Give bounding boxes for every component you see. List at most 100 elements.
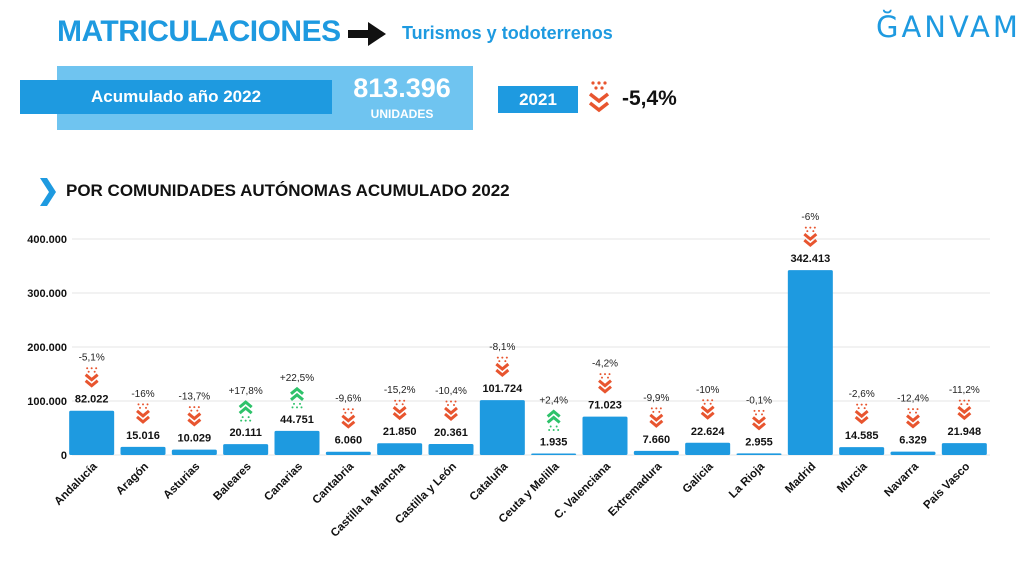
y-tick-label: 400.000 xyxy=(27,234,67,246)
trend-down-icon xyxy=(752,409,766,431)
trend-down-icon xyxy=(854,403,869,425)
value-label: 6.060 xyxy=(335,435,363,447)
value-label: 82.022 xyxy=(75,394,109,406)
change-label: -6% xyxy=(801,212,819,223)
trend-up-icon xyxy=(238,400,253,422)
value-label: 44.751 xyxy=(280,414,314,426)
trend-down-icon xyxy=(906,408,920,429)
change-label: +2,4% xyxy=(539,396,568,407)
page-title: MATRICULACIONES xyxy=(57,15,341,48)
change-label: -8,1% xyxy=(489,342,515,353)
change-label: -2,6% xyxy=(849,389,875,400)
value-label: 71.023 xyxy=(588,400,622,412)
page-subtitle: Turismos y todoterrenos xyxy=(402,23,613,43)
bar xyxy=(171,449,217,455)
x-tick-label: Galicia xyxy=(681,460,717,496)
ganvam-logo: ĞANVAM xyxy=(876,10,1021,44)
bar xyxy=(736,453,782,455)
value-label: 21.948 xyxy=(948,426,982,438)
change-label: -16% xyxy=(131,389,154,400)
trend-down-icon xyxy=(84,367,99,388)
trend-down-icon xyxy=(649,407,664,428)
value-label: 15.016 xyxy=(126,430,160,442)
x-tick-label: Navarra xyxy=(882,460,921,499)
bar xyxy=(531,453,577,455)
x-tick-label: Murcia xyxy=(835,460,870,495)
change-label: -12,4% xyxy=(897,394,929,405)
trend-down-icon xyxy=(803,226,818,248)
bar xyxy=(69,410,115,455)
trend-down-icon xyxy=(700,399,715,420)
bar xyxy=(479,400,525,455)
chart-title: POR COMUNIDADES AUTÓNOMAS ACUMULADO 2022 xyxy=(66,181,510,200)
trend-down-icon xyxy=(444,400,458,421)
y-tick-label: 0 xyxy=(61,450,67,462)
x-tick-label: Extremadura xyxy=(606,460,665,519)
change-label: -11,2% xyxy=(949,385,980,396)
x-tick-label: Baleares xyxy=(211,461,253,503)
bar xyxy=(787,270,833,455)
x-tick-label: Canarias xyxy=(262,461,305,504)
trend-down-icon xyxy=(341,408,356,429)
change-label: -15,2% xyxy=(384,385,416,396)
value-label: 342.413 xyxy=(790,253,830,265)
y-tick-label: 200.000 xyxy=(27,342,67,354)
arrow-right-icon xyxy=(348,22,386,46)
value-label: 101.724 xyxy=(482,383,523,395)
total-unit: UNIDADES xyxy=(370,107,434,121)
trend-down-icon xyxy=(136,403,150,424)
value-label: 2.955 xyxy=(745,436,773,448)
bar xyxy=(633,450,679,455)
bar xyxy=(428,444,474,455)
bar xyxy=(377,443,423,455)
trend-down-icon xyxy=(187,406,202,427)
value-label: 10.029 xyxy=(178,433,212,445)
change-label: +17,8% xyxy=(229,386,263,397)
bar xyxy=(325,451,371,455)
bar xyxy=(274,430,320,455)
bar xyxy=(890,451,936,455)
trend-down-icon xyxy=(598,373,612,394)
x-tick-label: Cataluña xyxy=(468,460,511,503)
change-label: -9,6% xyxy=(335,394,361,405)
value-label: 20.111 xyxy=(229,427,261,439)
change-label: -9,9% xyxy=(643,393,669,404)
value-label: 14.585 xyxy=(845,430,879,442)
bar xyxy=(941,443,987,455)
bar xyxy=(223,444,269,455)
bar xyxy=(839,447,885,455)
compare-change-value: -5,4% xyxy=(622,87,677,110)
y-tick-label: 100.000 xyxy=(27,396,67,408)
x-tick-label: Aragón xyxy=(114,461,151,498)
bar xyxy=(582,416,628,455)
change-label: -13,7% xyxy=(178,392,210,403)
accumulated-label: Acumulado año 2022 xyxy=(20,80,332,114)
bar xyxy=(685,442,731,455)
x-tick-label: Andalucía xyxy=(52,460,100,508)
trend-down-icon xyxy=(392,399,407,421)
compare-year-label: 2021 xyxy=(498,86,578,113)
value-label: 1.935 xyxy=(540,437,568,449)
y-tick-label: 300.000 xyxy=(27,288,67,300)
change-label: -5,1% xyxy=(79,353,105,364)
bar xyxy=(120,446,166,455)
x-tick-label: Cantabria xyxy=(310,460,356,506)
trend-down-icon xyxy=(957,399,972,421)
change-label: -10% xyxy=(696,385,719,396)
trend-up-icon xyxy=(546,409,561,431)
value-label: 7.660 xyxy=(643,434,671,446)
x-tick-label: Madrid xyxy=(783,461,818,496)
trend-down-icon xyxy=(495,356,510,378)
value-label: 6.329 xyxy=(899,435,927,447)
value-label: 21.850 xyxy=(383,426,417,438)
value-label: 20.361 xyxy=(434,427,468,439)
x-tick-label: Asturias xyxy=(161,461,202,502)
change-label: +22,5% xyxy=(280,373,314,384)
x-tick-label: La Rioja xyxy=(727,460,768,501)
chevron-right-icon xyxy=(40,178,56,206)
change-label: -0,1% xyxy=(746,395,772,406)
trend-up-icon xyxy=(290,386,304,409)
total-value: 813.396 xyxy=(353,73,451,103)
change-label: -10,4% xyxy=(435,386,467,397)
